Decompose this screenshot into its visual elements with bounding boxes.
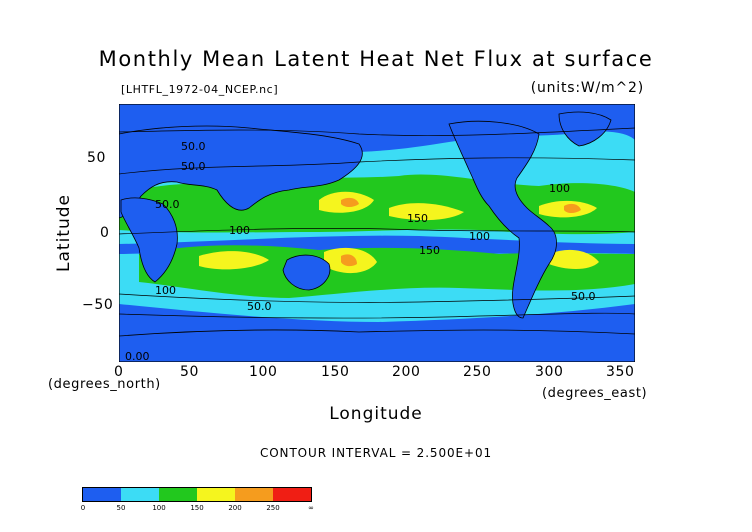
x-tick-label: 200: [392, 364, 421, 380]
x-tick-label: 150: [321, 364, 350, 380]
units-label: (units:W/m^2): [530, 80, 644, 96]
land-africa: [120, 197, 178, 283]
y-tick-label: −50: [82, 297, 114, 313]
colorbar-label: 0: [80, 504, 86, 512]
flux-region-yellow-2: [389, 203, 464, 221]
colorbar-label: 150: [190, 504, 204, 512]
colorbar-label: 100: [152, 504, 166, 512]
lon-unit-label: (degrees_east): [542, 386, 648, 401]
x-tick-label: 250: [463, 364, 492, 380]
y-tick-label: 50: [87, 150, 107, 166]
contour-label: 150: [407, 212, 428, 225]
contour-label: 100: [155, 284, 176, 297]
contour-label: 50.0: [571, 290, 596, 303]
flux-region-orange-1: [341, 197, 359, 207]
land-americas: [448, 120, 557, 319]
contour-label: 0.00: [125, 350, 150, 362]
source-filename: [LHTFL_1972-04_NCEP.nc]: [121, 83, 279, 96]
colorbar-segment: [83, 488, 121, 501]
y-tick-label: 0: [100, 225, 110, 241]
map-title: Monthly Mean Latent Heat Net Flux at sur…: [98, 47, 654, 71]
contour-label: 50.0: [247, 300, 272, 313]
contour-label: 50.0: [181, 160, 206, 173]
contour-label: 100: [549, 182, 570, 195]
flux-map: 50.0 50.0 50.0 100 150 100 150 100 50.0 …: [119, 104, 635, 362]
x-axis-label: Longitude: [329, 404, 423, 424]
contour-interval-label: CONTOUR INTERVAL = 2.500E+01: [259, 446, 493, 460]
colorbar-segment: [159, 488, 197, 501]
colorbar-label: ∞: [308, 504, 314, 512]
flux-region-orange-3: [564, 203, 581, 213]
flux-region-orange-2: [341, 254, 357, 267]
x-tick-label: 350: [606, 364, 635, 380]
contour-label: 150: [419, 244, 440, 257]
x-tick-label: 0: [114, 364, 124, 380]
colorbar: [82, 487, 312, 502]
land-antarctica: [119, 329, 635, 362]
contour-label: 100: [229, 224, 250, 237]
colorbar-segment: [121, 488, 159, 501]
colorbar-label: 50: [116, 504, 126, 512]
land-australia: [282, 254, 331, 291]
x-tick-label: 50: [180, 364, 200, 380]
contour-label: 50.0: [181, 140, 206, 153]
colorbar-segment: [273, 488, 311, 501]
land-greenland: [558, 111, 612, 147]
contour-label: 50.0: [155, 198, 180, 211]
colorbar-segment: [235, 488, 273, 501]
contour-lines: [119, 127, 635, 319]
land-eurasia: [119, 125, 363, 219]
flux-region-yellow-6: [549, 249, 599, 269]
lat-unit-label: (degrees_north): [48, 377, 161, 392]
flux-region-yellow-4: [199, 251, 269, 270]
colorbar-label: 200: [228, 504, 242, 512]
colorbar-segment: [197, 488, 235, 501]
x-tick-label: 300: [535, 364, 564, 380]
contour-label: 100: [469, 230, 490, 243]
x-tick-label: 100: [249, 364, 278, 380]
colorbar-label: 250: [266, 504, 280, 512]
y-axis-label: Latitude: [54, 194, 74, 272]
